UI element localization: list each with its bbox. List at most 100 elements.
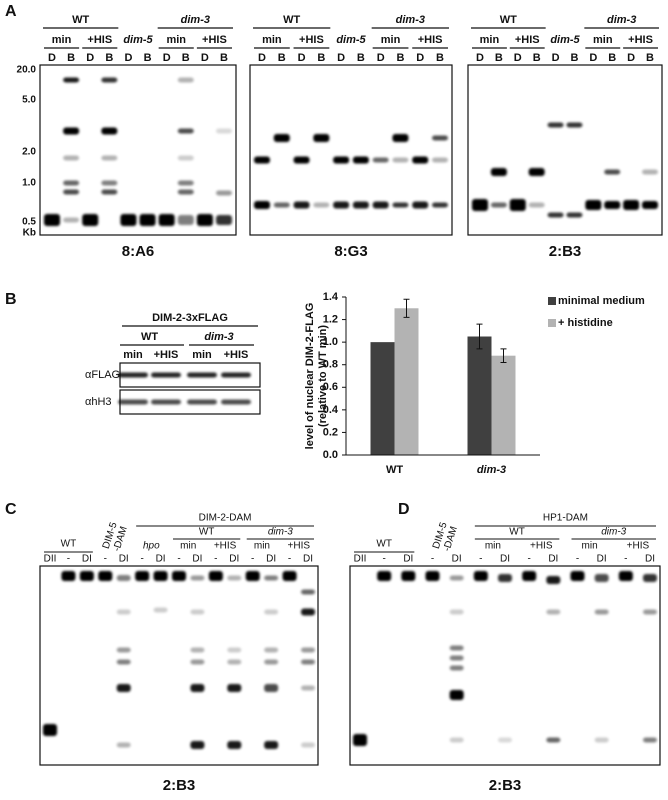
group-label: WT — [72, 14, 89, 26]
band — [604, 169, 621, 175]
band — [498, 737, 512, 743]
group-label: WT — [500, 14, 517, 26]
lane-label: DI — [119, 554, 129, 565]
error-bar — [403, 298, 410, 318]
lane-label: B — [396, 52, 404, 64]
lane-label: B — [436, 52, 444, 64]
band — [216, 215, 232, 225]
subgroup-label: +HIS — [202, 34, 227, 46]
condition-label: min — [192, 349, 212, 361]
legend-swatch — [548, 297, 556, 305]
lane-label: D — [627, 52, 635, 64]
band — [190, 684, 205, 692]
band — [432, 157, 448, 163]
lane-label: DI — [452, 554, 462, 565]
group-label: dim-3 — [204, 331, 233, 343]
y-axis-label: level of nuclear DIM-2-FLAG(relative to … — [304, 303, 329, 450]
band — [490, 202, 507, 208]
lane-label: - — [288, 554, 291, 565]
error-bar — [476, 323, 483, 350]
lane-label: - — [527, 554, 530, 565]
legend-label: minimal medium — [558, 295, 645, 307]
size-unit: Kb — [23, 228, 36, 239]
band — [264, 647, 279, 653]
y-tick-label: 0.2 — [323, 426, 338, 438]
subgroup-label: +HIS — [515, 34, 540, 46]
y-tick-label: 0.4 — [323, 404, 339, 416]
lane-label: B — [67, 52, 75, 64]
band — [151, 372, 181, 378]
band — [528, 202, 545, 208]
band — [509, 199, 526, 211]
condition-label: min — [123, 349, 143, 361]
lane-label: DI — [403, 554, 413, 565]
group-label: WT — [509, 527, 525, 538]
band — [264, 609, 279, 615]
band — [153, 571, 168, 581]
band — [449, 690, 464, 700]
band — [101, 155, 118, 161]
lane-label: DI — [645, 554, 655, 565]
band — [116, 659, 131, 665]
subgroup-label: min — [485, 541, 501, 552]
group-label: dim-3 — [396, 14, 425, 26]
band — [79, 571, 94, 581]
band — [63, 189, 80, 195]
lane-label: - — [479, 554, 482, 565]
band — [101, 127, 118, 135]
lane-label: B — [495, 52, 503, 64]
lane-label: - — [214, 554, 217, 565]
band — [352, 201, 369, 209]
band — [372, 201, 389, 209]
lane-label: B — [278, 52, 286, 64]
group-label: WT — [283, 14, 300, 26]
panel-letter: A — [5, 3, 17, 20]
band — [412, 156, 429, 164]
y-axis-label-line: (relative to WT min) — [317, 325, 329, 427]
band — [449, 665, 464, 671]
gel — [349, 565, 661, 766]
panel-letter: D — [398, 501, 410, 518]
band — [116, 609, 131, 615]
band — [566, 212, 583, 218]
band — [449, 609, 464, 615]
band — [63, 77, 80, 83]
lane-label: D — [258, 52, 266, 64]
lane-label: DI — [500, 554, 510, 565]
lane-label: DII — [354, 554, 367, 565]
band — [116, 684, 131, 692]
lane-label: DI — [266, 554, 276, 565]
band — [432, 202, 448, 208]
band — [227, 575, 242, 581]
lane-label: - — [431, 554, 434, 565]
band — [264, 741, 279, 749]
band — [432, 135, 448, 141]
lane-label: B — [220, 52, 228, 64]
lane-label: D — [124, 52, 132, 64]
blot-caption: 2:B3 — [549, 243, 582, 260]
band — [282, 571, 297, 581]
band — [63, 217, 80, 223]
blot-header: DIM-2-3xFLAG — [152, 312, 228, 324]
band — [254, 201, 270, 209]
band — [425, 571, 440, 581]
group-label: dim-3 — [601, 527, 626, 538]
lane-label: DI — [548, 554, 558, 565]
band — [643, 609, 657, 615]
lane-label: - — [251, 554, 254, 565]
band — [118, 372, 148, 378]
subgroup-label: min — [180, 541, 196, 552]
size-marker: 5.0 — [22, 95, 36, 106]
band — [177, 77, 194, 83]
error-bar — [500, 348, 507, 363]
band — [604, 201, 621, 209]
gel — [39, 565, 319, 766]
reference-label: DIM-5-DAM — [100, 520, 129, 553]
band — [547, 212, 564, 218]
subgroup-label: +HIS — [299, 34, 324, 46]
lane-label: B — [608, 52, 616, 64]
lane-label: - — [67, 554, 70, 565]
bar — [491, 355, 516, 455]
lane-label: B — [144, 52, 152, 64]
band — [63, 155, 80, 161]
